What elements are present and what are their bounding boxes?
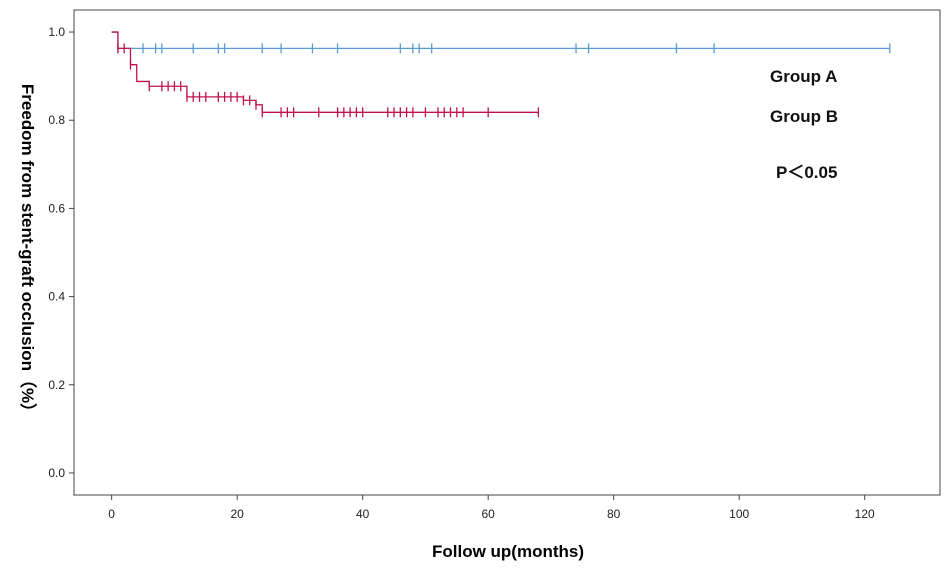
x-tick-label: 40 <box>356 507 370 521</box>
legend-label-group-a: Group A <box>770 67 837 86</box>
x-tick-label: 60 <box>481 507 495 521</box>
y-tick-label: 0.0 <box>48 466 65 480</box>
x-tick-label: 120 <box>855 507 875 521</box>
series-group-b <box>111 31 540 118</box>
y-axis: 0.0 0.2 0.4 0.6 0.8 1.0 <box>48 25 74 480</box>
p-value-label: P＜0.05 <box>776 163 837 182</box>
y-tick-label: 0.8 <box>48 113 65 127</box>
y-tick-label: 0.2 <box>48 378 65 392</box>
x-axis: 0 20 40 60 80 100 120 <box>108 495 875 521</box>
y-tick-label: 1.0 <box>48 25 65 39</box>
series-layer <box>111 31 891 118</box>
x-tick-label: 100 <box>729 507 749 521</box>
x-tick-label: 0 <box>108 507 115 521</box>
x-axis-title: Follow up(months) <box>432 542 584 561</box>
legend-label-group-b: Group B <box>770 107 838 126</box>
plot-frame <box>73 9 941 496</box>
y-axis-title: Freedom from stent-graft occlusion（%） <box>18 84 38 420</box>
y-tick-label: 0.6 <box>48 201 65 215</box>
series-line-group-b <box>111 31 539 113</box>
y-tick-label: 0.4 <box>48 290 65 304</box>
x-tick-label: 80 <box>607 507 621 521</box>
series-group-a <box>111 31 891 54</box>
series-line-group-a <box>111 31 890 50</box>
x-tick-label: 20 <box>230 507 244 521</box>
